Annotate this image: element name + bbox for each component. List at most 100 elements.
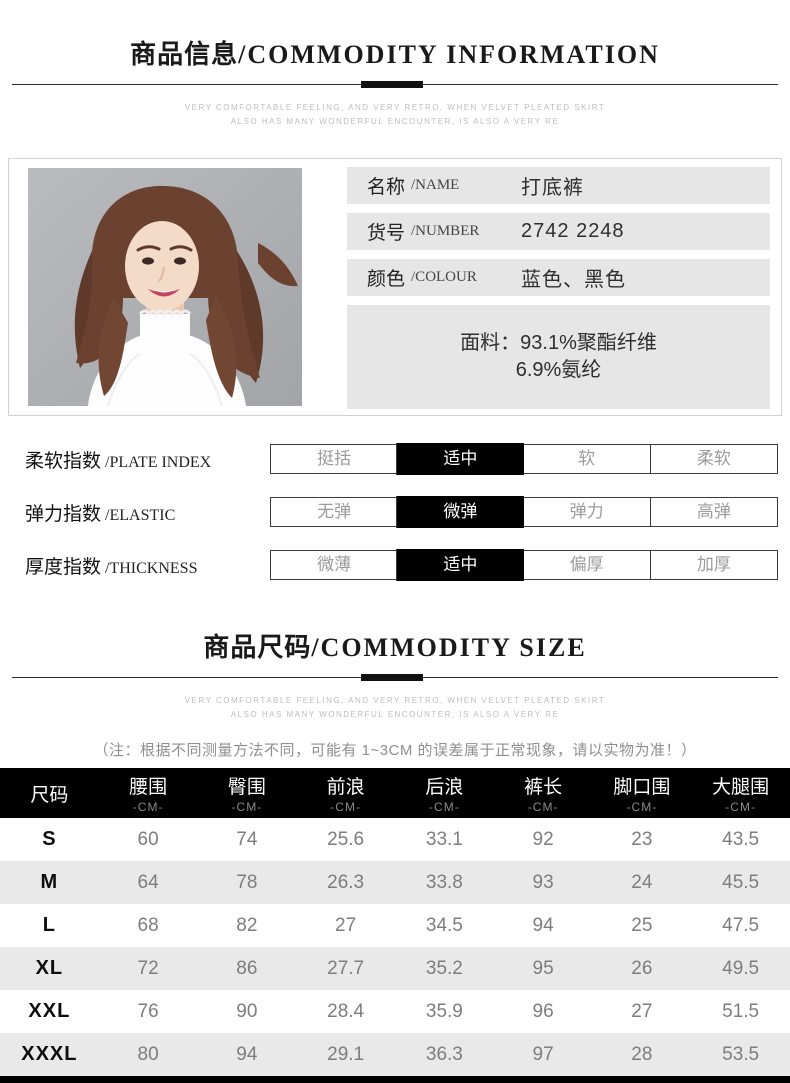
option-cell: 无弹 (271, 498, 398, 526)
index-rows: 柔软指数/PLATE INDEX 挺括 适中 软 柔软 弹力指数/ELASTIC… (0, 443, 790, 581)
attr-label-en: /NAME (411, 177, 460, 193)
size-cell: M (40, 871, 59, 893)
value-cell: 27.7 (327, 957, 365, 979)
index-row-elastic: 弹力指数/ELASTIC 无弹 微弹 弹力 高弹 (25, 496, 778, 528)
index-row-softness: 柔软指数/PLATE INDEX 挺括 适中 软 柔软 (25, 443, 778, 475)
col-header: 大腿围 -CM- (691, 768, 790, 818)
value-cell: 28 (631, 1043, 653, 1065)
section-divider (12, 81, 778, 88)
option-cell: 适中 (396, 443, 524, 475)
value-cell: 33.8 (425, 871, 463, 893)
index-options: 微薄 适中 偏厚 加厚 (270, 549, 778, 581)
option-cell: 微弹 (396, 496, 524, 528)
value-cell: 74 (236, 828, 258, 850)
table-row: XXL 76 90 28.4 35.9 96 27 51.5 (0, 990, 790, 1033)
tagline-line1: VERY COMFORTABLE FEELING, AND VERY RETRO… (184, 696, 606, 705)
section-title-en: /COMMODITY INFORMATION (238, 40, 660, 69)
divider-bar (361, 81, 423, 88)
value-cell: 51.5 (722, 1000, 760, 1022)
size-table: 尺码 腰围 -CM- 臀围 -CM- 前浪 -CM- 后浪 -CM- 裤长 -CM- 脚口… (0, 768, 790, 1076)
col-header: 裤长 -CM- (493, 768, 593, 818)
tagline-line2: ALSO HAS MANY WONDERFUL ENCOUNTER, IS AL… (230, 710, 560, 719)
index-label-zh: 柔软指数 (25, 450, 102, 472)
table-row: S 60 74 25.6 33.1 92 23 43.5 (0, 818, 790, 861)
attr-value: 打底裤 (521, 177, 585, 199)
fabric-line1: 面料：93.1%聚酯纤维 (460, 332, 657, 354)
option-cell: 挺括 (271, 445, 398, 473)
measurement-note: （注：根据不同测量方法不同，可能有 1~3CM 的误差属于正常现象，请以实物为准… (93, 742, 697, 759)
model-photo (28, 168, 302, 406)
value-cell: 82 (236, 914, 258, 936)
index-label-en: /ELASTIC (105, 506, 176, 524)
index-label: 柔软指数/PLATE INDEX (25, 446, 270, 473)
value-cell: 93 (532, 871, 554, 893)
index-options: 挺括 适中 软 柔软 (270, 443, 778, 475)
option-cell: 加厚 (649, 551, 777, 579)
size-table-header: 尺码 腰围 -CM- 臀围 -CM- 前浪 -CM- 后浪 -CM- 裤长 -CM- 脚口… (0, 768, 790, 818)
size-cell: XL (35, 957, 64, 979)
value-cell: 23 (631, 828, 653, 850)
value-cell: 90 (236, 1000, 258, 1022)
section-title-en: /COMMODITY SIZE (311, 633, 587, 662)
unit-label: -CM- (132, 800, 164, 814)
value-cell: 97 (532, 1043, 554, 1065)
value-cell: 72 (137, 957, 159, 979)
option-cell: 柔软 (649, 445, 777, 473)
col-header: 臀围 -CM- (197, 768, 297, 818)
value-cell: 94 (236, 1043, 258, 1065)
unit-label: -CM- (330, 800, 361, 814)
value-cell: 35.2 (425, 957, 463, 979)
value-cell: 95 (532, 957, 554, 979)
option-cell: 偏厚 (522, 551, 650, 579)
index-row-thickness: 厚度指数/THICKNESS 微薄 适中 偏厚 加厚 (25, 549, 778, 581)
attr-label-zh: 颜色 (367, 269, 406, 290)
model-photo-illustration (28, 168, 302, 406)
index-label-zh: 弹力指数 (25, 503, 102, 525)
value-cell: 53.5 (722, 1043, 760, 1065)
tagline-line1: VERY COMFORTABLE FEELING, AND VERY RETRO… (184, 103, 606, 112)
attr-row-name: 名称 /NAME 打底裤 (347, 167, 770, 204)
attr-value: 蓝色、黑色 (521, 269, 627, 291)
option-cell: 微薄 (271, 551, 398, 579)
value-cell: 92 (532, 828, 554, 850)
section-title: 商品信息/COMMODITY INFORMATION (0, 34, 790, 71)
size-cell: XXXL (21, 1043, 78, 1065)
table-row: M 64 78 26.3 33.8 93 24 45.5 (0, 861, 790, 904)
option-cell: 适中 (396, 549, 524, 581)
value-cell: 26 (631, 957, 653, 979)
col-header: 后浪 -CM- (395, 768, 494, 818)
attr-row-fabric: 面料：93.1%聚酯纤维 6.9%氨纶 (347, 305, 770, 409)
table-row: XL 72 86 27.7 35.2 95 26 49.5 (0, 947, 790, 990)
index-options: 无弹 微弹 弹力 高弹 (270, 496, 778, 528)
col-header: 前浪 -CM- (296, 768, 395, 818)
col-header: 尺码 (0, 768, 99, 818)
value-cell: 36.3 (425, 1043, 463, 1065)
unit-label: -CM- (527, 800, 559, 814)
option-cell: 软 (522, 445, 650, 473)
tagline: VERY COMFORTABLE FEELING, AND VERY RETRO… (0, 694, 790, 722)
value-cell: 96 (532, 1000, 554, 1022)
value-cell: 24 (631, 871, 653, 893)
value-cell: 47.5 (722, 914, 760, 936)
commodity-size-header: 商品尺码/COMMODITY SIZE (0, 627, 790, 664)
section-title-zh: 商品尺码 (203, 633, 312, 662)
product-info-box: 名称 /NAME 打底裤 货号 /NUMBER 2742 2248 颜色 /CO… (8, 158, 782, 416)
table-row: L 68 82 27 34.5 94 25 47.5 (0, 904, 790, 947)
attr-value: 2742 2248 (521, 220, 625, 242)
value-cell: 49.5 (722, 957, 760, 979)
value-cell: 43.5 (722, 828, 760, 850)
value-cell: 28.4 (327, 1000, 365, 1022)
value-cell: 25 (631, 914, 653, 936)
value-cell: 45.5 (722, 871, 760, 893)
option-cell: 高弹 (649, 498, 777, 526)
value-cell: 26.3 (327, 871, 365, 893)
value-cell: 27 (335, 914, 357, 936)
divider-bar (361, 674, 423, 681)
value-cell: 78 (236, 871, 258, 893)
attr-label-en: /COLOUR (411, 269, 477, 285)
attr-label-zh: 货号 (367, 223, 406, 244)
value-cell: 35.9 (425, 1000, 463, 1022)
fabric-line2: 6.9%氨纶 (515, 359, 602, 381)
index-label-en: /PLATE INDEX (105, 453, 212, 471)
size-cell: XXL (28, 1000, 71, 1022)
